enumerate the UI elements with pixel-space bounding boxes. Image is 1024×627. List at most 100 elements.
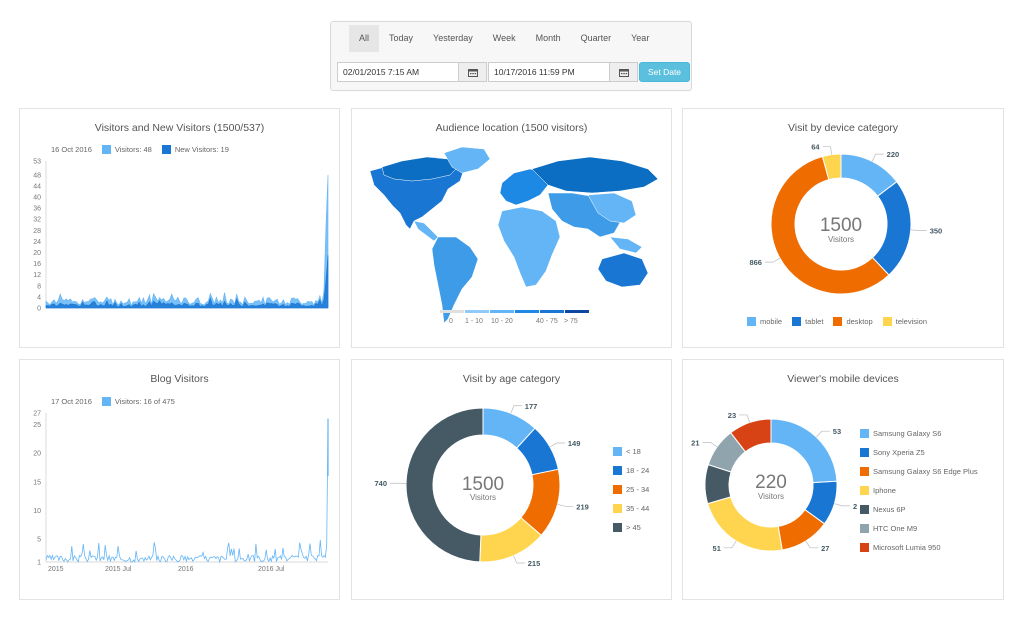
y-tick-label: 20 — [33, 250, 41, 257]
legend-item-under-18[interactable]: < 18 — [613, 442, 649, 461]
slice-value-label: 350 — [930, 227, 943, 236]
center-value: 220 — [755, 472, 787, 493]
legend-label: Samsung Galaxy S6 Edge Plus — [873, 467, 978, 476]
legend-swatch — [860, 429, 869, 438]
range-tabs: All Today Yesterday Week Month Quarter Y… — [349, 25, 659, 52]
legend-item-htc-one-m9[interactable]: HTC One M9 — [860, 519, 978, 538]
slice-leader-line — [739, 414, 751, 423]
legend-swatch — [613, 504, 622, 513]
donut-slice-tablet[interactable] — [871, 180, 912, 276]
legend-label: Visitors: 16 of 475 — [114, 397, 175, 406]
legend-item-over-45[interactable]: > 45 — [613, 518, 649, 537]
y-tick-label: 32 — [33, 217, 41, 224]
slice-value-label: 866 — [749, 258, 762, 267]
range-tab-yesterday[interactable]: Yesterday — [433, 33, 473, 43]
start-date-input[interactable] — [338, 63, 458, 81]
slice-leader-line — [816, 430, 830, 438]
legend-swatch — [860, 448, 869, 457]
slice-leader-line — [805, 540, 819, 549]
blog-tooltip: 17 Oct 2016 Visitors: 16 of 475 — [51, 397, 175, 406]
y-tick-label: 15 — [33, 479, 41, 486]
legend-item-tablet[interactable]: tablet — [792, 317, 823, 326]
legend-item-mobile[interactable]: mobile — [747, 317, 782, 326]
calendar-icon[interactable] — [609, 63, 637, 81]
scale-label: 1 - 10 — [465, 318, 483, 325]
range-tab-today[interactable]: Today — [389, 33, 414, 43]
legend-swatch — [613, 485, 622, 494]
legend-item-lumia-950[interactable]: Microsoft Lumia 950 — [860, 538, 978, 557]
y-tick-label: 28 — [33, 228, 41, 235]
legend-swatch — [613, 447, 622, 456]
scale-label: > 75 — [564, 318, 578, 325]
donut-slice-desktop[interactable] — [770, 155, 890, 295]
legend-item-visitors: Visitors: 48 — [101, 145, 152, 154]
slice-leader-line — [834, 503, 851, 507]
legend-item-galaxy-s6[interactable]: Samsung Galaxy S6 — [860, 424, 978, 443]
legend-item-iphone[interactable]: Iphone — [860, 481, 978, 500]
scale-label: 10 - 20 — [491, 318, 513, 325]
y-tick-label: 4 — [37, 294, 41, 301]
legend-item-25-34[interactable]: 25 - 34 — [613, 480, 649, 499]
legend-swatch — [860, 524, 869, 533]
audience-title: Audience location (1500 visitors) — [435, 122, 588, 134]
map-china — [587, 192, 637, 224]
y-tick-label: 36 — [33, 206, 41, 213]
legend-item-nexus-6p[interactable]: Nexus 6P — [860, 500, 978, 519]
legend-item-new-visitors: New Visitors: 19 — [161, 145, 229, 154]
slice-value-label: 2 — [853, 502, 857, 511]
range-tab-quarter[interactable]: Quarter — [580, 33, 612, 43]
map-europe — [499, 168, 549, 206]
slice-value-label: 740 — [375, 479, 388, 488]
world-map[interactable]: 0 1 - 10 10 - 20 40 - 75 > 75 — [352, 109, 673, 349]
age-panel: Visit by age category 177 149 219 215 740 150… — [351, 359, 672, 600]
range-tab-week[interactable]: Week — [492, 33, 516, 43]
donut-slice-microsoft-lumia-950[interactable] — [729, 418, 772, 453]
calendar-icon[interactable] — [458, 63, 486, 81]
legend-label: 18 - 24 — [626, 466, 650, 475]
range-tab-year[interactable]: Year — [631, 33, 650, 43]
legend-label: HTC One M9 — [873, 524, 918, 533]
visitors-tooltip-date: 16 Oct 2016 — [51, 145, 92, 154]
y-tick-label: 8 — [37, 283, 41, 290]
legend-swatch — [860, 543, 869, 552]
legend-label: Visitors: 48 — [114, 145, 152, 154]
map-australia — [597, 252, 649, 288]
range-tab-month[interactable]: Month — [535, 33, 561, 43]
legend-item-18-24[interactable]: 18 - 24 — [613, 461, 649, 480]
series-area-visitors[interactable] — [45, 174, 329, 309]
center-value: 1500 — [462, 474, 504, 495]
slice-value-label: 23 — [728, 411, 736, 420]
visitors-title: Visitors and New Visitors (1500/537) — [94, 122, 265, 134]
legend-swatch — [792, 317, 802, 326]
legend-item-desktop[interactable]: desktop — [833, 317, 873, 326]
donut-slice--45[interactable] — [405, 407, 484, 563]
slice-leader-line — [510, 405, 522, 414]
legend-item-35-44[interactable]: 35 - 44 — [613, 499, 649, 518]
series-area-new-visitors[interactable] — [45, 255, 329, 309]
end-date-input[interactable] — [489, 63, 609, 81]
legend-label: Samsung Galaxy S6 — [873, 429, 942, 438]
slice-leader-line — [871, 153, 884, 162]
slice-leader-line — [723, 540, 737, 549]
slice-value-label: 53 — [833, 427, 841, 436]
donut-slice-television[interactable] — [821, 153, 842, 181]
legend-item-television[interactable]: television — [882, 317, 927, 326]
slice-leader-line — [513, 555, 525, 564]
visitors-tooltip: 16 Oct 2016 Visitors: 48 New Visitors: 1… — [51, 145, 229, 154]
map-se-asia — [609, 236, 643, 254]
y-tick-label: 27 — [33, 411, 41, 418]
legend-item-galaxy-s6-edge[interactable]: Samsung Galaxy S6 Edge Plus — [860, 462, 978, 481]
set-date-button[interactable]: Set Date — [639, 62, 690, 82]
y-tick-label: 25 — [33, 422, 41, 429]
legend-swatch — [613, 523, 622, 532]
legend-item-xperia-z5[interactable]: Sony Xperia Z5 — [860, 443, 978, 462]
date-range-toolbar: All Today Yesterday Week Month Quarter Y… — [330, 21, 692, 91]
legend-label: Iphone — [873, 486, 896, 495]
slice-value-label: 27 — [821, 544, 829, 553]
scale-step — [440, 310, 464, 313]
scale-label: 0 — [449, 318, 453, 325]
range-tab-all[interactable]: All — [349, 25, 380, 52]
y-tick-label: 24 — [33, 239, 41, 246]
series-line-blog-visitors[interactable] — [45, 418, 329, 564]
